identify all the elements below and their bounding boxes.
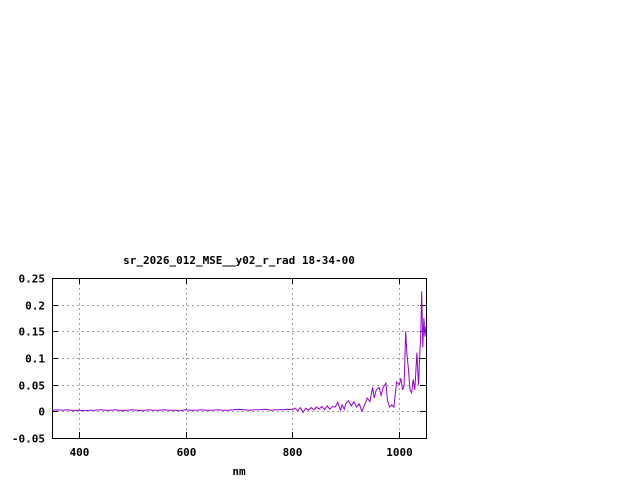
- y-tick-label: 0.2: [25, 300, 45, 313]
- x-tick-label: 600: [177, 446, 197, 459]
- y-tick-label: 0.05: [19, 380, 46, 393]
- y-tick-label: 0.25: [19, 273, 46, 286]
- series-line: [51, 291, 427, 414]
- x-tick-label: 1000: [386, 446, 413, 459]
- x-tick-label: 400: [70, 446, 90, 459]
- y-tick-label: 0: [38, 406, 45, 419]
- axes: -0.05 0 0.05 0.1 0.15 0.2 0.25 400 600 800 1000: [12, 273, 427, 459]
- y-tick-label: -0.05: [12, 433, 45, 446]
- x-tick-label: 800: [283, 446, 303, 459]
- chart-title: sr_2026_012_MSE__y02_r_rad 18-34-00: [123, 254, 355, 267]
- y-tick-label: 0.15: [19, 326, 46, 339]
- grid: [52, 278, 426, 438]
- x-axis-label: nm: [232, 465, 246, 478]
- y-tick-label: 0.1: [25, 353, 45, 366]
- series: [51, 291, 427, 414]
- plot-border: [52, 278, 427, 439]
